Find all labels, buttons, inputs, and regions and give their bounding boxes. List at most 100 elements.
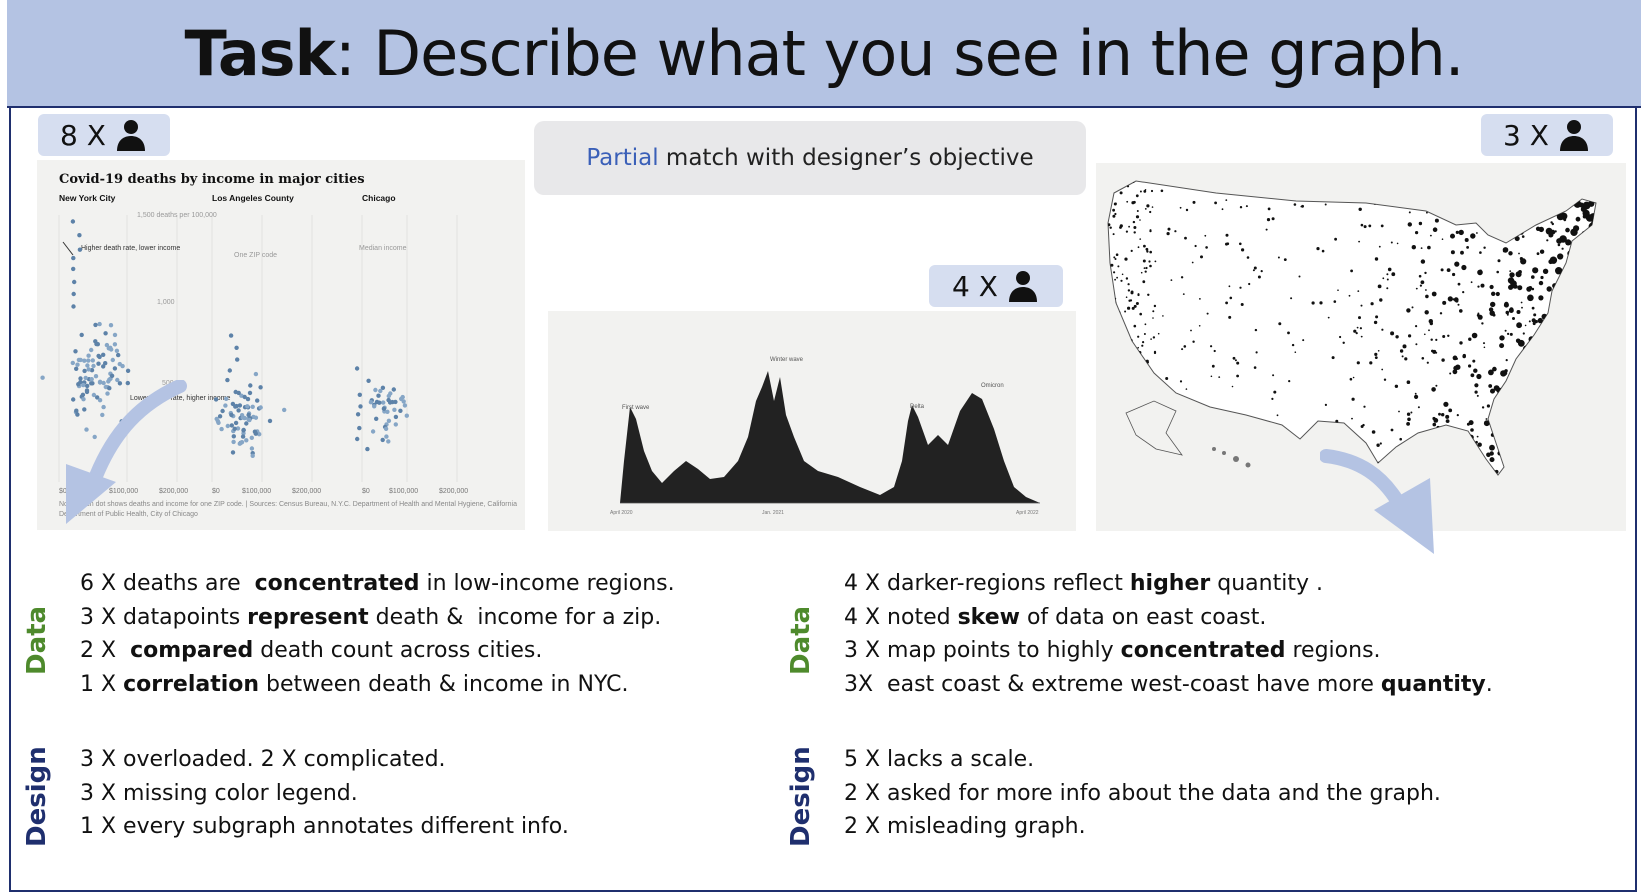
map-dot	[1589, 300, 1594, 305]
map-dot	[1581, 298, 1587, 304]
map-dot	[1493, 404, 1500, 411]
map-dot	[1518, 270, 1522, 274]
map-dot	[1152, 310, 1155, 313]
map-dot	[1357, 290, 1360, 292]
map-dot	[1198, 325, 1201, 327]
map-dot	[1462, 205, 1468, 210]
map-dot	[1466, 246, 1469, 249]
map-dot	[1358, 316, 1361, 320]
scatter-dot	[93, 322, 98, 328]
map-dot	[1547, 400, 1554, 407]
map-dot	[1407, 222, 1412, 227]
map-dot	[1121, 409, 1124, 412]
map-dot	[1510, 224, 1517, 232]
scatter-dot	[244, 421, 249, 426]
scatter-dot	[112, 366, 118, 371]
map-dot	[1549, 198, 1556, 204]
scatter-dot	[239, 393, 244, 398]
map-dot	[1120, 346, 1123, 349]
map-dot	[1519, 470, 1524, 474]
scatter-dot	[378, 388, 383, 394]
map-dot	[1551, 395, 1556, 400]
map-dot	[1527, 462, 1533, 468]
map-dot	[1599, 259, 1601, 261]
map-dot	[1396, 196, 1399, 199]
map-dot	[1585, 426, 1588, 429]
map-dot	[1353, 329, 1357, 333]
map-dot	[1508, 389, 1510, 392]
map-dot	[1414, 394, 1419, 399]
map-dot	[1531, 275, 1535, 279]
map-dot	[1420, 280, 1425, 285]
map-dot	[1120, 181, 1124, 183]
map-dot	[1525, 398, 1530, 404]
title-bar: Task: Describe what you see in the graph…	[7, 0, 1641, 108]
map-dot	[1594, 229, 1596, 238]
map-dot	[1513, 435, 1518, 439]
map-dot	[1143, 190, 1147, 193]
map-dot	[1517, 339, 1525, 347]
map-dot	[1507, 332, 1510, 335]
scatter-dot	[398, 408, 403, 413]
map-dot	[1290, 297, 1293, 300]
map-dot	[1538, 195, 1545, 202]
map-dot	[1374, 352, 1378, 356]
map-dot	[1143, 244, 1146, 248]
map-dot	[1481, 406, 1485, 409]
map-dot	[1506, 183, 1509, 186]
map-dot	[1140, 271, 1143, 274]
map-dot	[1297, 195, 1300, 199]
map-dot	[1574, 423, 1583, 431]
map-dot	[1576, 349, 1583, 356]
map-dot	[1558, 206, 1561, 209]
map-dot	[1588, 352, 1595, 359]
map-dot	[1451, 464, 1454, 467]
scatter-dot	[95, 395, 100, 400]
map-dot	[1149, 264, 1152, 268]
map-dot	[1596, 424, 1604, 432]
map-dot	[1298, 448, 1301, 452]
scatter-dot	[229, 412, 234, 418]
scatter-dot	[249, 435, 254, 440]
map-dot	[1124, 344, 1128, 348]
map-count: 3 X	[1503, 118, 1549, 152]
map-dot	[1206, 312, 1209, 315]
map-dot	[1442, 300, 1447, 305]
map-dot	[1558, 317, 1567, 326]
finding-text: 3 X datapoints	[80, 604, 248, 630]
map-dot	[1555, 267, 1563, 275]
map-dot	[1580, 191, 1584, 194]
map-dot	[1335, 419, 1339, 423]
map-dot	[1110, 381, 1113, 384]
scatter-figure: Covid-19 deaths by income in major citie…	[40, 172, 517, 518]
map-dot	[1206, 468, 1209, 472]
map-dot	[1360, 335, 1363, 338]
scatter-thumbnail: Covid-19 deaths by income in major citie…	[37, 160, 525, 530]
map-dot	[1573, 437, 1580, 444]
map-dot	[1425, 289, 1427, 291]
map-dot	[1566, 311, 1574, 319]
map-dot	[1488, 384, 1493, 388]
map-dot	[1474, 383, 1479, 388]
map-dot	[1490, 388, 1495, 394]
map-dot	[1292, 473, 1295, 475]
map-dot	[1225, 199, 1228, 201]
map-dot	[1547, 188, 1549, 191]
map-dot	[1339, 335, 1342, 339]
map-dot	[1534, 186, 1538, 190]
finding-line: 3 X datapoints represent death & income …	[80, 601, 675, 635]
map-dot	[1480, 181, 1487, 187]
map-dot	[1489, 451, 1494, 456]
map-dot	[1566, 401, 1572, 408]
map-dot	[1598, 179, 1601, 182]
map-dot	[1519, 476, 1521, 478]
map-dot	[1551, 222, 1554, 226]
map-dot	[1590, 381, 1596, 387]
map-dot	[1581, 428, 1588, 435]
map-dot	[1569, 327, 1576, 335]
scatter-dot	[89, 368, 95, 373]
map-dot	[1239, 242, 1242, 246]
map-dot	[1236, 361, 1240, 365]
scatter-dot	[377, 400, 382, 405]
scatter-dot	[86, 358, 91, 363]
